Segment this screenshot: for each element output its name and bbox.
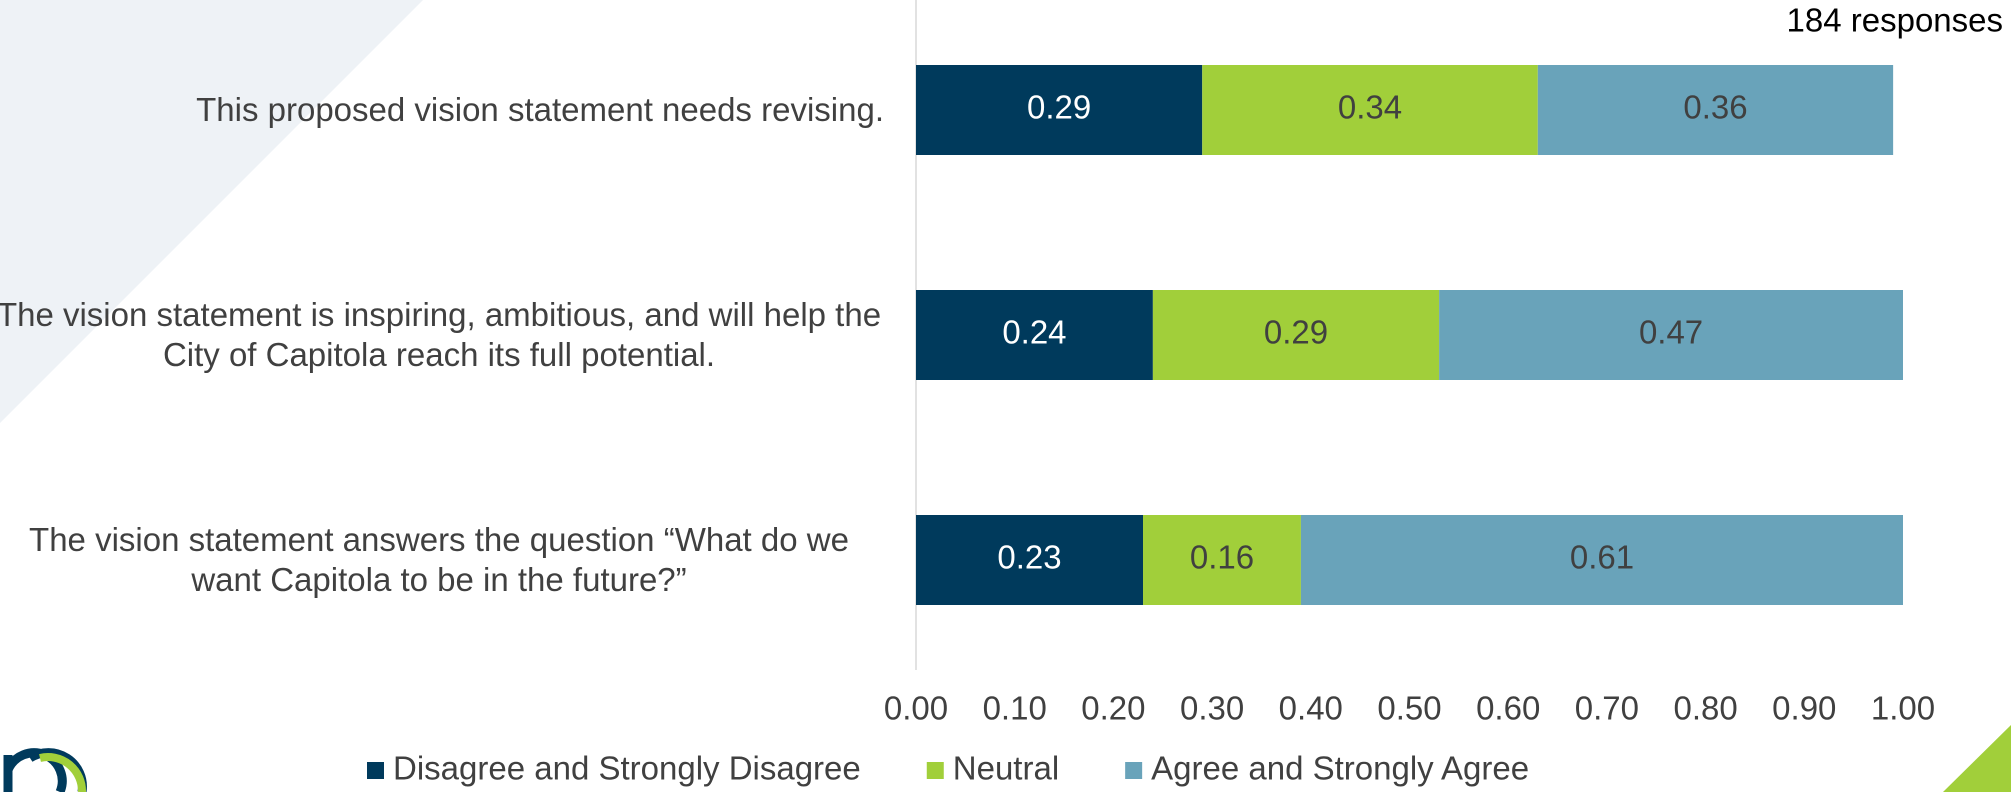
x-tick-label: 0.30 bbox=[1180, 690, 1244, 727]
x-tick-label: 0.80 bbox=[1673, 690, 1737, 727]
x-tick-label: 0.40 bbox=[1279, 690, 1343, 727]
data-label: 0.23 bbox=[997, 539, 1061, 576]
data-label: 0.29 bbox=[1264, 314, 1328, 351]
data-label: 0.24 bbox=[1002, 314, 1066, 351]
bar-segment bbox=[916, 65, 1203, 155]
data-label: 0.61 bbox=[1570, 539, 1634, 576]
x-tick-label: 0.70 bbox=[1575, 690, 1639, 727]
data-label: 0.34 bbox=[1338, 89, 1402, 126]
data-label: 0.36 bbox=[1683, 89, 1747, 126]
x-tick-label: 0.50 bbox=[1377, 690, 1441, 727]
annotation: 184 responses bbox=[1787, 2, 2003, 39]
legend-swatch bbox=[1125, 762, 1143, 779]
legend-swatch bbox=[367, 762, 384, 779]
bar-segment bbox=[916, 515, 1144, 605]
data-label: 0.47 bbox=[1639, 314, 1703, 351]
logo-accent bbox=[39, 753, 86, 792]
background-shape bbox=[0, 0, 423, 423]
legend-label: Neutral bbox=[953, 750, 1059, 787]
bar-segment bbox=[1143, 515, 1301, 605]
legend-label: Agree and Strongly Agree bbox=[1151, 750, 1529, 787]
category-text: The vision statement answers the questio… bbox=[29, 521, 849, 598]
x-tick-label: 0.90 bbox=[1772, 690, 1836, 727]
category-label: This proposed vision statement needs rev… bbox=[0, 90, 884, 130]
x-tick-label: 0.10 bbox=[983, 690, 1047, 727]
x-tick-label: 1.00 bbox=[1871, 690, 1935, 727]
legend-label: Disagree and Strongly Disagree bbox=[393, 750, 861, 787]
category-label: The vision statement is inspiring, ambit… bbox=[0, 295, 884, 375]
category-label: The vision statement answers the questio… bbox=[0, 520, 884, 600]
bar-segment bbox=[916, 290, 1153, 380]
bar-segment bbox=[1202, 65, 1538, 155]
bar-segment bbox=[1439, 290, 1903, 380]
bar-segment bbox=[1537, 65, 1894, 155]
x-tick-label: 0.60 bbox=[1476, 690, 1540, 727]
data-label: 0.29 bbox=[1027, 89, 1091, 126]
data-label: 0.16 bbox=[1190, 539, 1254, 576]
bar-segment bbox=[1152, 290, 1440, 380]
category-text: This proposed vision statement needs rev… bbox=[196, 91, 884, 128]
x-tick-label: 0.00 bbox=[884, 690, 948, 727]
bar-segment bbox=[1300, 515, 1903, 605]
corner-shape bbox=[1943, 725, 2011, 792]
category-text: The vision statement is inspiring, ambit… bbox=[0, 296, 882, 373]
legend-swatch bbox=[926, 762, 944, 779]
x-tick-label: 0.20 bbox=[1081, 690, 1145, 727]
